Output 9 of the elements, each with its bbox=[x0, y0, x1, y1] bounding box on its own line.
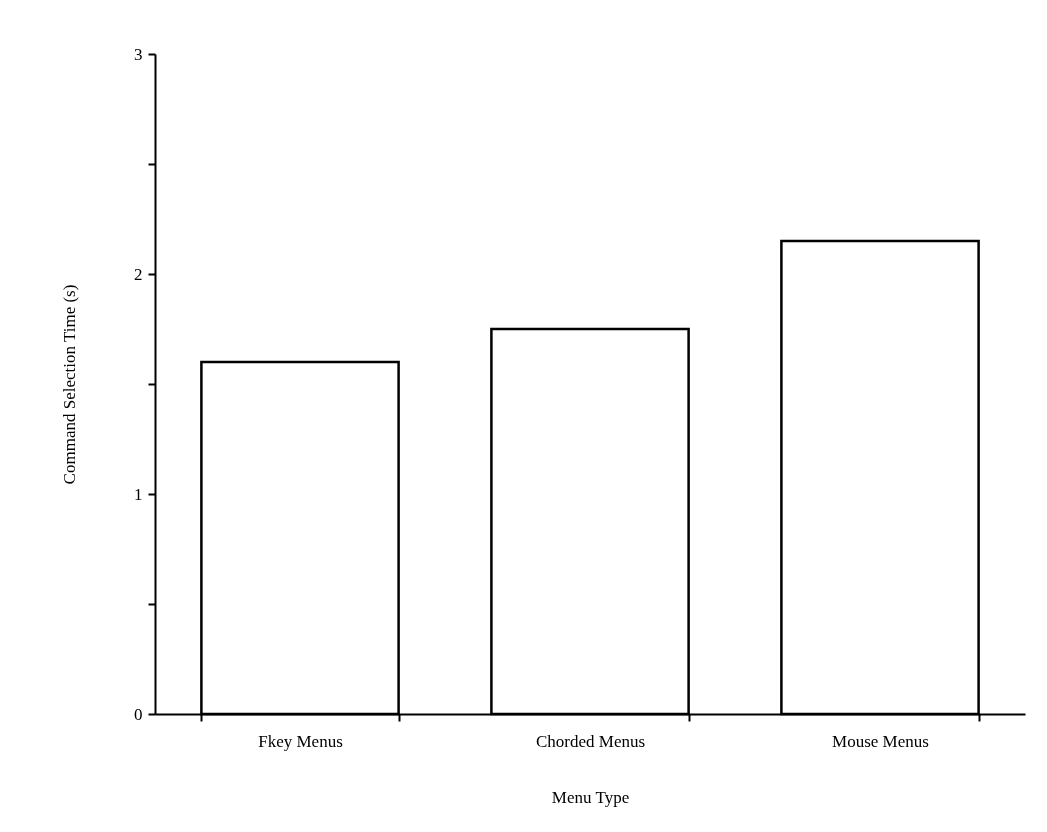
x-axis-title: Menu Type bbox=[551, 787, 630, 807]
y-tick-label: 1 bbox=[134, 484, 143, 504]
x-tick-label: Chorded Menus bbox=[535, 731, 646, 751]
x-tick-label: Mouse Menus bbox=[832, 731, 929, 751]
y-axis-title: Command Selection Time (s) bbox=[60, 284, 79, 485]
y-tick-label: 3 bbox=[134, 44, 143, 64]
y-tick-label: 2 bbox=[134, 264, 143, 284]
x-tick-label: Fkey Menus bbox=[258, 731, 343, 751]
y-tick-label: 0 bbox=[134, 704, 143, 724]
